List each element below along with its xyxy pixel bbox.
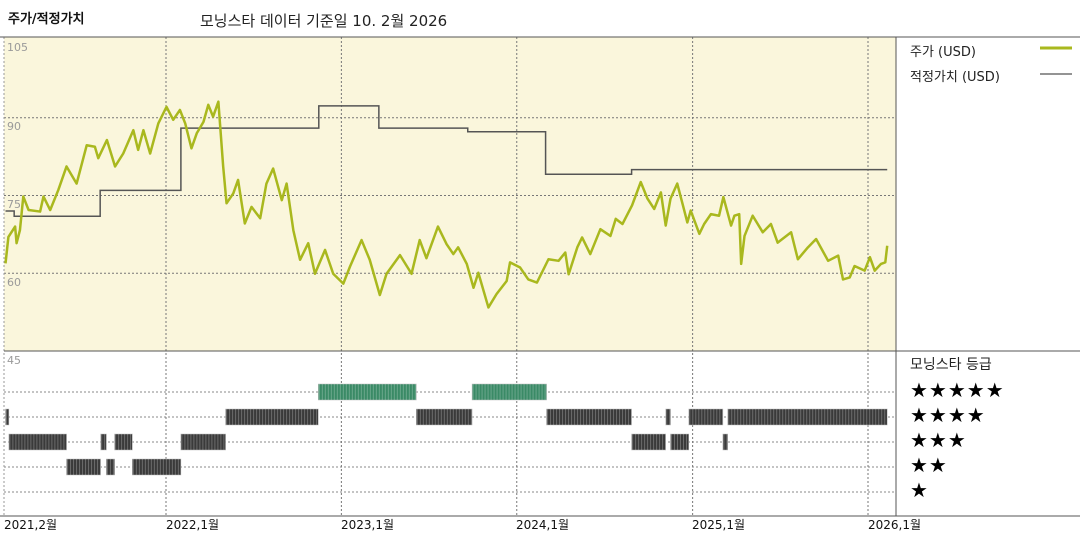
one-star-icon: ★ [910,478,929,502]
rating-bar-3-star [180,433,226,451]
rating-bar-3-star [100,433,107,451]
rating-bar-4-star [665,408,671,426]
fair-value-line [5,105,888,217]
x-tick-label: 2021,2월 [4,518,58,532]
legend-price-label: 주가 (USD) [910,45,976,60]
price-plot-background [4,37,896,351]
rating-bar-4-star [225,408,319,426]
x-tick-label: 2024,1월 [516,518,570,532]
x-tick-label: 2025,1월 [692,518,746,532]
four-star-icon: ★★★★ [910,403,986,427]
rating-bar-4-star [5,408,10,426]
rating-bar-4-star [688,408,724,426]
x-tick-label: 2023,1월 [341,518,395,532]
rating-bar-4-star [546,408,632,426]
two-star-icon: ★★ [910,453,948,477]
rating-bar-3-star [114,433,133,451]
rating-bar-4-star [727,408,888,426]
rating-legend-title: 모닝스타 등급 [910,357,992,373]
rating-bar-5-star [471,383,547,401]
chart-title: 주가/적정가치 [8,12,85,27]
rating-bar-2-star [132,458,182,476]
rating-bar-2-star [106,458,115,476]
y-tick-label: 60 [7,276,21,289]
rating-bar-4-star [416,408,473,426]
rating-bar-3-star [722,433,728,451]
x-tick-label: 2022,1월 [166,518,220,532]
rating-bar-3-star [670,433,690,451]
y-tick-label: 105 [7,41,28,54]
rating-bar-2-star [66,458,101,476]
data-date-subtitle: 모닝스타 데이터 기준일 10. 2월 2026 [200,12,448,30]
five-star-icon: ★★★★★ [910,378,1005,402]
y-tick-label: 45 [7,354,21,367]
y-tick-label: 90 [7,120,21,133]
three-star-icon: ★★★ [910,428,967,452]
legend-fair-value-label: 적정가치 (USD) [910,70,1000,85]
rating-bar-3-star [631,433,666,451]
rating-bar-3-star [8,433,67,451]
y-tick-label: 75 [7,198,21,211]
x-tick-label: 2026,1월 [868,518,922,532]
rating-bar-5-star [318,383,417,401]
price-line [4,100,889,309]
